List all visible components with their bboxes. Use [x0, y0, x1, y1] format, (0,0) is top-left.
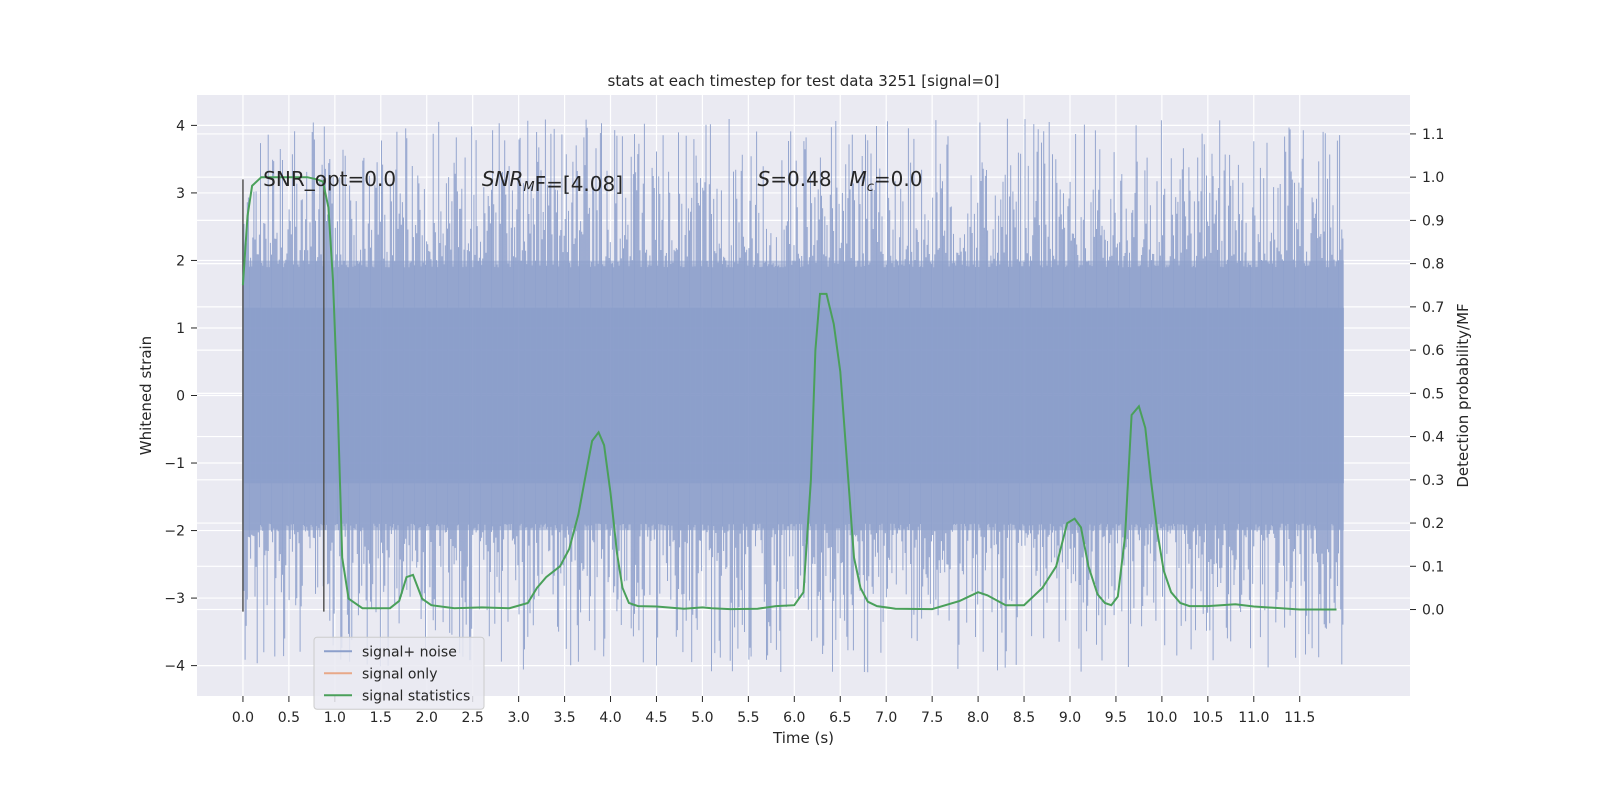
annotation-mc-sub: c [867, 180, 874, 195]
annotation-mc-number: =0.0 [874, 167, 923, 191]
vertical-markers [242, 179, 325, 612]
annotation-snr-mf-suffix: F=[4.08] [535, 172, 623, 196]
noise-series [242, 118, 1344, 673]
y-right-tick-label-0: 0.0 [1422, 603, 1444, 619]
x-tick-label-3: 1.5 [370, 710, 392, 726]
annotation-snr-opt: SNR_opt=0.0 [263, 167, 396, 191]
y-left-tick-label-3: −1 [164, 456, 185, 472]
y-left-tick-label-1: −3 [164, 591, 185, 607]
annotation-mc-symbol: M [849, 167, 866, 191]
x-tick-label-22: 11.0 [1238, 710, 1269, 726]
y-right-tick-label-2: 0.2 [1422, 516, 1444, 532]
x-axis-ticks: 0.0 0.5 1.0 1.5 2.0 2.5 3.0 3.5 4.0 4.5 5.0 5.5 6.0 6… [232, 696, 1315, 726]
legend-label-0: signal+ noise [362, 644, 457, 660]
y-right-tick-label-6: 0.6 [1422, 343, 1444, 359]
x-tick-label-20: 10.0 [1146, 710, 1177, 726]
y-right-tick-label-11: 1.1 [1422, 127, 1444, 143]
x-tick-label-0: 0.0 [232, 710, 254, 726]
x-tick-label-16: 8.0 [967, 710, 989, 726]
x-tick-label-14: 7.0 [875, 710, 897, 726]
legend-label-1: signal only [362, 666, 437, 682]
x-tick-label-18: 9.0 [1059, 710, 1081, 726]
legend-box [313, 636, 485, 710]
x-tick-label-10: 5.0 [691, 710, 713, 726]
y-right-tick-label-4: 0.4 [1422, 430, 1444, 446]
x-tick-label-2: 1.0 [324, 710, 346, 726]
x-tick-label-12: 6.0 [783, 710, 805, 726]
chart-title: stats at each timestep for test data 325… [608, 72, 1000, 90]
legend-label-2: signal statistics [362, 688, 470, 704]
annotation-s-symbol: S [758, 167, 771, 191]
y-right-axis-ticks: 0.0 0.1 0.2 0.3 0.4 0.5 0.6 0.7 0.8 0.9 1.0 1.1 [1410, 127, 1444, 619]
y-left-tick-label-0: −4 [164, 659, 185, 675]
y-right-tick-label-8: 0.8 [1422, 257, 1444, 273]
x-tick-label-11: 5.5 [737, 710, 759, 726]
x-tick-label-23: 11.5 [1284, 710, 1315, 726]
y-right-tick-label-7: 0.7 [1422, 300, 1444, 316]
x-tick-label-19: 9.5 [1105, 710, 1127, 726]
x-tick-label-4: 2.0 [416, 710, 438, 726]
annotation-snr-mf-sub: M [523, 180, 534, 195]
annotation-snr-mf-base: SNR [482, 167, 524, 191]
y-right-axis-label: Detection probability/MF [1454, 303, 1472, 487]
x-tick-label-7: 3.5 [553, 710, 575, 726]
legend: signal+ noise signal only signal statistic… [313, 636, 485, 710]
annotation-mc-value: Mc=0.0 [849, 167, 922, 195]
x-tick-label-1: 0.5 [278, 710, 300, 726]
y-right-tick-label-1: 0.1 [1422, 559, 1444, 575]
y-left-tick-label-7: 3 [176, 186, 185, 202]
x-tick-label-15: 7.5 [921, 710, 943, 726]
y-left-tick-label-2: −2 [164, 524, 185, 540]
y-left-tick-label-5: 1 [176, 321, 185, 337]
annotation-s-number: =0.48 [770, 167, 831, 191]
x-axis-label: Time (s) [772, 729, 834, 747]
y-right-tick-label-3: 0.3 [1422, 473, 1444, 489]
y-right-tick-label-5: 0.5 [1422, 386, 1444, 402]
y-left-axis-label: Whitened strain [137, 336, 155, 455]
y-left-tick-label-8: 4 [176, 118, 185, 134]
x-tick-label-6: 3.0 [507, 710, 529, 726]
signal-statistics-line [241, 176, 1337, 611]
x-tick-label-5: 2.5 [462, 710, 484, 726]
x-tick-label-13: 6.5 [829, 710, 851, 726]
x-tick-label-8: 4.0 [599, 710, 621, 726]
x-tick-label-21: 10.5 [1192, 710, 1223, 726]
y-left-axis-ticks: −4 −3 −2 −1 0 1 2 3 4 [164, 118, 197, 675]
y-right-tick-label-9: 0.9 [1422, 213, 1444, 229]
annotation-s-value: S=0.48 [758, 167, 832, 191]
annotation-snr-mf: SNRMF=[4.08] [482, 167, 623, 196]
x-tick-label-9: 4.5 [645, 710, 667, 726]
y-right-tick-label-10: 1.0 [1422, 170, 1444, 186]
y-left-tick-label-6: 2 [176, 253, 185, 269]
x-tick-label-17: 8.5 [1013, 710, 1035, 726]
y-left-tick-label-4: 0 [176, 389, 185, 405]
